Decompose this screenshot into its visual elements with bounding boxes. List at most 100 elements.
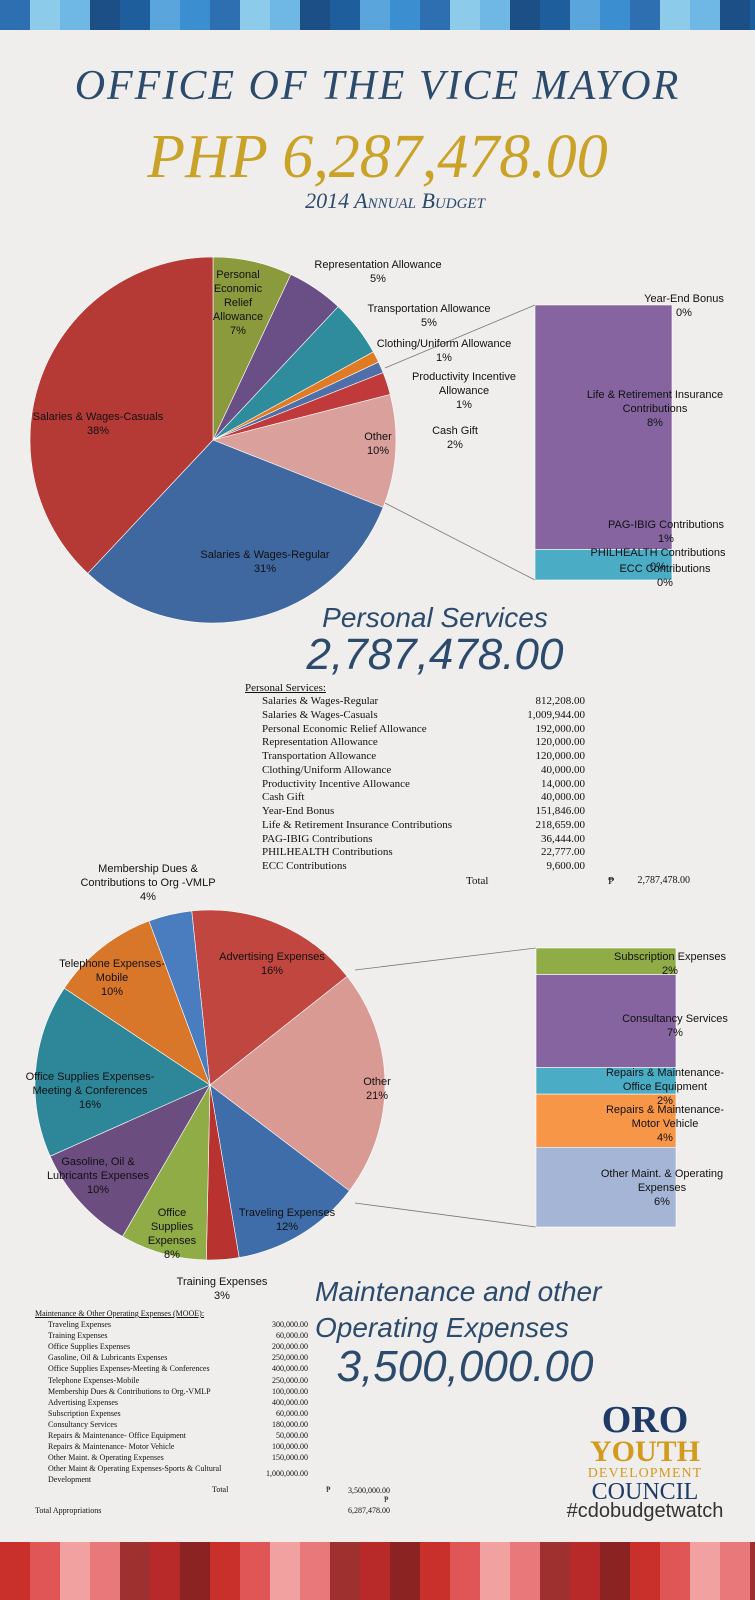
slice-name: Membership Dues & Contributions to Org -…: [80, 863, 216, 889]
stripe: [270, 0, 300, 30]
total-currency: ₱: [608, 875, 615, 887]
stripe: [240, 1542, 270, 1600]
stripe: [60, 1542, 90, 1600]
row-amount: 100,000.00: [272, 1442, 308, 1452]
stripe: [180, 0, 210, 30]
stripe: [300, 0, 330, 30]
row-amount: 40,000.00: [541, 791, 585, 804]
section-title: Maintenance and other Operating Expenses: [315, 1276, 602, 1343]
stripe: [750, 1542, 755, 1600]
stripe: [540, 0, 570, 30]
slice-value: 5%: [421, 317, 437, 329]
stripe: [540, 1542, 570, 1600]
row-amount: 22,777.00: [541, 846, 585, 859]
row-amount: 192,000.00: [535, 722, 586, 735]
pie-slice: [49, 1084, 211, 1237]
bar-label: ECC Contributions 0%: [595, 562, 735, 590]
bar-name: Subscription Expenses: [614, 951, 726, 963]
stripe: [390, 0, 420, 30]
row-name: Cash Gift: [262, 791, 305, 804]
table-heading: Maintenance & Other Operating Expenses (…: [35, 1309, 205, 1318]
stripe: [0, 1542, 30, 1600]
bar-label: Other Maint. & Operating Expenses 6%: [587, 1167, 737, 1209]
bar-label: Repairs & Maintenance-Motor Vehicle 4%: [600, 1103, 730, 1145]
bar-segment: [535, 1146, 677, 1228]
row-amount: 1,009,944.00: [527, 708, 585, 721]
bar-label: PAG-IBIG Contributions 1%: [596, 518, 736, 546]
slice-name: Salaries & Wages-Regular: [200, 549, 330, 561]
row-name: Gasoline, Oil & Lubricants Expenses: [48, 1353, 168, 1363]
stripe: [450, 0, 480, 30]
row-amount: 60,000.00: [276, 1408, 308, 1418]
bar-label: Repairs & Maintenance-Office Equipment 2%: [600, 1066, 730, 1108]
grand-total: PHP 6,287,478.00: [147, 123, 608, 191]
row-name: Office Supplies Expenses: [48, 1342, 131, 1352]
slice-name: Productivity Incentive Allowance: [412, 371, 516, 397]
row-amount: 9,600.00: [546, 860, 586, 872]
bar-name: Life & Retirement Insurance Contribution…: [586, 389, 724, 415]
slice-label: Gasoline, Oil & Lubricants Expenses 10%: [38, 1155, 158, 1197]
slice-value: 16%: [260, 965, 284, 977]
stripe: [600, 1542, 630, 1600]
bar-value: 0%: [676, 307, 692, 319]
slice-name: Representation Allowance: [314, 259, 442, 271]
bar-label: Subscription Expenses 2%: [605, 950, 735, 978]
slice-name: Other: [364, 431, 392, 443]
pie-slice: [29, 256, 214, 574]
slice-label: Other 21%: [347, 1075, 407, 1103]
table-heading: Personal Services:: [245, 682, 326, 694]
stripe: [570, 0, 600, 30]
subtitle: 2014 Annual Budget: [305, 188, 485, 213]
section-amount: 3,500,000.00: [336, 1342, 594, 1391]
slice-name: Traveling Expenses: [238, 1207, 336, 1219]
stripe: [660, 1542, 690, 1600]
bar-name: Repairs & Maintenance-Office Equipment: [605, 1067, 724, 1093]
stripe: [0, 0, 30, 30]
stripe: [420, 0, 450, 30]
stripe: [660, 0, 690, 30]
bar-label: PHILHEALTH Contributions 0%: [588, 546, 728, 574]
row-name: Repairs & Maintenance- Office Equipment: [48, 1431, 187, 1440]
slice-label: Office Supplies Expenses-Meeting & Confe…: [15, 1070, 165, 1112]
slice-label: Productivity Incentive Allowance 1%: [404, 370, 524, 412]
row-amount: 120,000.00: [535, 750, 586, 762]
stripe: [480, 0, 510, 30]
slice-label: Membership Dues & Contributions to Org -…: [68, 862, 228, 904]
slice-name: Office Supplies Expenses: [147, 1207, 197, 1247]
slice-name: Other: [363, 1076, 391, 1088]
total-currency: ₱: [326, 1485, 331, 1494]
connector: [384, 502, 536, 581]
slice-value: 3%: [214, 1290, 230, 1302]
row-name: Other Maint & Operating Expenses-Sports …: [48, 1464, 222, 1484]
stripe: [90, 0, 120, 30]
slice-value: 10%: [366, 445, 390, 457]
stripe: [360, 1542, 390, 1600]
row-name: Membership Dues & Contributions to Org.-…: [48, 1386, 211, 1396]
stripe: [150, 0, 180, 30]
row-amount: 60,000.00: [276, 1331, 308, 1341]
slice-label: Cash Gift 2%: [415, 424, 495, 452]
row-amount: 400,000.00: [272, 1364, 308, 1374]
bar-segment: [535, 974, 677, 1068]
bar-value: 4%: [657, 1132, 673, 1144]
row-amount: 120,000.00: [535, 736, 586, 749]
stripe: [510, 0, 540, 30]
slice-label: Transportation Allowance 5%: [344, 302, 514, 330]
slice-name: Clothing/Uniform Allowance: [376, 338, 512, 350]
row-name: Clothing/Uniform Allowance: [262, 763, 392, 776]
bar-value: 7%: [667, 1027, 683, 1039]
row-amount: 250,000.00: [272, 1353, 308, 1363]
section-title: Personal Services: [322, 602, 548, 633]
stripe: [690, 1542, 720, 1600]
stripe: [180, 1542, 210, 1600]
row-name: Life & Retirement Insurance Contribution…: [262, 818, 453, 831]
stripe: [510, 1542, 540, 1600]
bar-name: PHILHEALTH Contributions: [590, 547, 726, 559]
logo-line: COUNCIL: [591, 1479, 699, 1505]
slice-name: Personal Economic Relief Allowance: [212, 269, 264, 323]
hashtag: #cdobudgetwatch: [566, 1500, 724, 1522]
stripe: [630, 1542, 660, 1600]
stripe: [330, 1542, 360, 1600]
total-amount: 2,787,478.00: [637, 875, 691, 886]
